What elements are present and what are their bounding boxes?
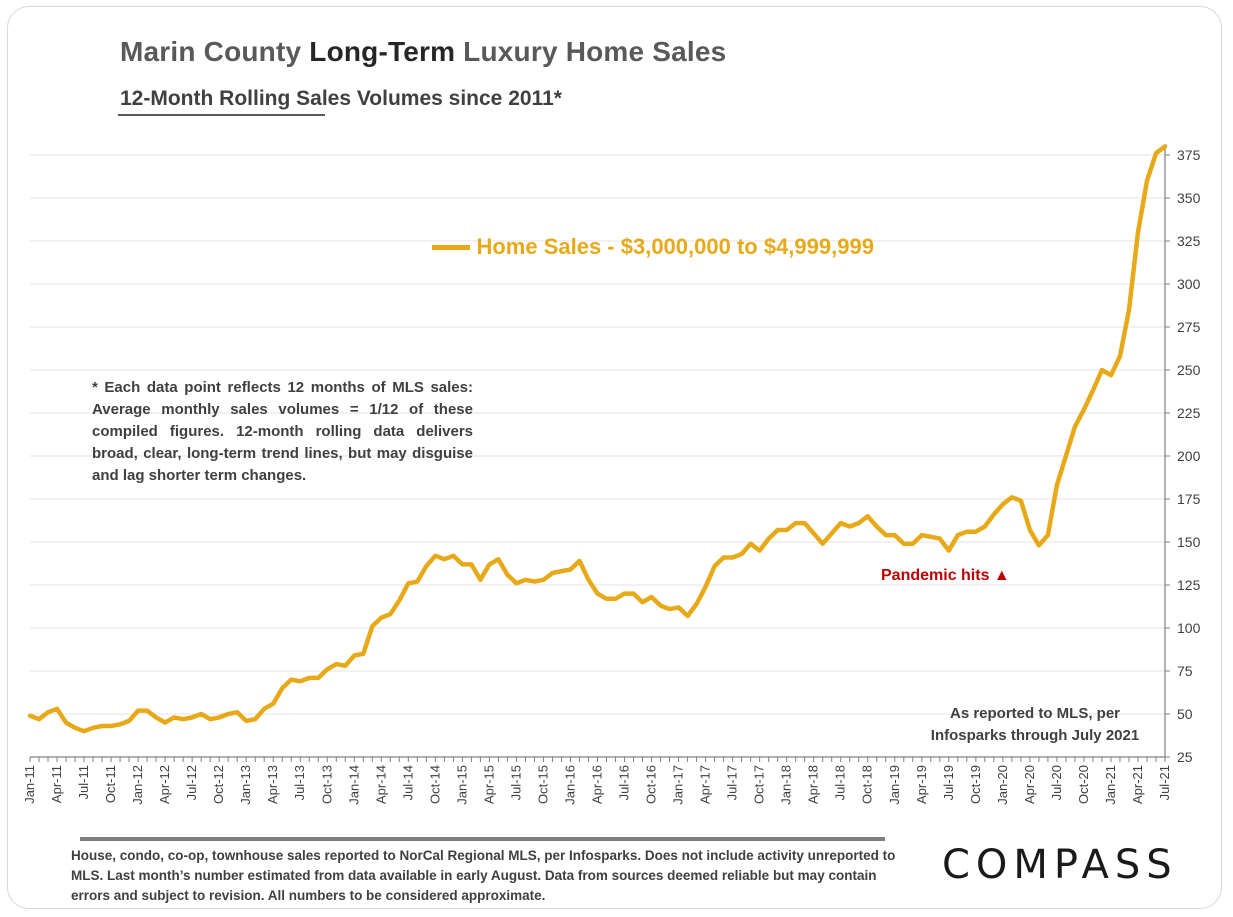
chart-frame (7, 6, 1222, 909)
y-tick-label: 125 (1177, 577, 1201, 593)
x-tick-label: Oct-15 (535, 765, 550, 804)
legend: Home Sales - $3,000,000 to $4,999,999 (432, 234, 874, 260)
x-tick-label: Jul-13 (292, 765, 307, 800)
x-tick-label: Oct-14 (427, 765, 442, 804)
source-annotation: As reported to MLS, per Infosparks throu… (905, 703, 1165, 747)
compass-logo: COMPASS (942, 842, 1178, 888)
x-tick-label: Apr-15 (481, 765, 496, 804)
x-tick-label: Jan-13 (238, 765, 253, 805)
x-tick-label: Jan-12 (130, 765, 145, 805)
x-tick-label: Oct-18 (860, 765, 875, 804)
x-tick-label: Jul-19 (941, 765, 956, 800)
x-tick-label: Jul-12 (184, 765, 199, 800)
series-lines (27, 144, 1168, 734)
x-tick-label: Apr-17 (698, 765, 713, 804)
chart-title: Marin County Long-Term Luxury Home Sales (120, 36, 727, 67)
x-tick-label: Oct-16 (644, 765, 659, 804)
y-tick-label: 200 (1177, 448, 1201, 464)
x-tick-label: Apr-16 (590, 765, 605, 804)
x-tick-label: Oct-13 (319, 765, 334, 804)
x-tick-label: Apr-11 (49, 765, 64, 803)
x-tick-label: Oct-17 (752, 765, 767, 804)
gridlines (30, 154, 1165, 715)
footer-divider (80, 837, 885, 841)
y-tick-label: 225 (1177, 405, 1201, 421)
x-tick-label: Jan-15 (454, 765, 469, 805)
legend-swatch (432, 244, 470, 250)
y-tick-label: 300 (1177, 276, 1201, 292)
axes (29, 145, 1170, 762)
x-tick-label: Jul-14 (400, 765, 415, 800)
x-tick-label: Jul-15 (508, 765, 523, 800)
x-tick-label: Jan-16 (562, 765, 577, 805)
y-tick-label: 175 (1177, 491, 1201, 507)
y-tick-label: 350 (1177, 190, 1201, 206)
x-tick-label: Apr-18 (806, 765, 821, 804)
x-tick-label: Jan-14 (346, 765, 361, 805)
x-tick-label: Oct-20 (1076, 765, 1091, 804)
y-axis-tick-labels: 25 50 75 100 125 150 175 200 225 250 275 300 325 350 3… (1177, 147, 1201, 765)
x-tick-label: Jan-11 (22, 765, 37, 804)
x-tick-label: Apr-19 (914, 765, 929, 804)
x-tick-label: Jul-17 (725, 765, 740, 800)
x-tick-label: Jul-20 (1049, 765, 1064, 800)
x-tick-label: Jan-17 (671, 765, 686, 805)
source-line-2: Infosparks through July 2021 (930, 727, 1140, 744)
x-tick-label: Jan-20 (995, 765, 1010, 805)
subtitle-underline (118, 114, 325, 116)
series-line-home-sales (27, 144, 1168, 734)
y-tick-label: 150 (1177, 534, 1201, 550)
x-tick-label: Apr-12 (157, 765, 172, 804)
x-axis-tick-labels: Jan-11 Apr-11 Jul-11 Oct-11 Jan-12 Apr-12 Jul-… (22, 765, 1172, 805)
x-tick-label: Apr-14 (373, 765, 388, 804)
x-tick-label: Oct-19 (968, 765, 983, 804)
y-tick-label: 250 (1177, 362, 1201, 378)
source-line-1: As reported to MLS, per (949, 705, 1121, 722)
x-tick-label: Jan-18 (779, 765, 794, 805)
y-tick-label: 325 (1177, 233, 1201, 249)
x-tick-label: Oct-12 (211, 765, 226, 804)
x-tick-label: Jul-16 (617, 765, 632, 800)
y-tick-label: 275 (1177, 319, 1201, 335)
x-tick-label: Jan-21 (1103, 765, 1118, 805)
y-tick-label: 75 (1177, 663, 1193, 679)
methodology-note: * Each data point reflects 12 months of … (92, 379, 473, 484)
y-tick-label: 25 (1177, 749, 1193, 765)
x-tick-label: Jul-21 (1157, 765, 1172, 800)
chart-subtitle: 12-Month Rolling Sales Volumes since 201… (120, 87, 562, 110)
x-tick-label: Jul-11 (76, 765, 91, 799)
y-tick-label: 375 (1177, 147, 1201, 163)
x-tick-label: Apr-21 (1130, 765, 1145, 804)
x-tick-label: Oct-11 (103, 765, 118, 803)
y-tick-label: 50 (1177, 706, 1193, 722)
x-tick-label: Jan-19 (887, 765, 902, 805)
x-tick-label: Apr-13 (265, 765, 280, 804)
legend-label: Home Sales - $3,000,000 to $4,999,999 (476, 234, 874, 259)
footer-disclaimer: House, condo, co-op, townhouse sales rep… (71, 848, 896, 903)
pandemic-annotation: Pandemic hits ▲ (881, 567, 1010, 584)
x-tick-label: Apr-20 (1022, 765, 1037, 804)
x-tick-label: Jul-18 (833, 765, 848, 800)
y-tick-label: 100 (1177, 620, 1201, 636)
